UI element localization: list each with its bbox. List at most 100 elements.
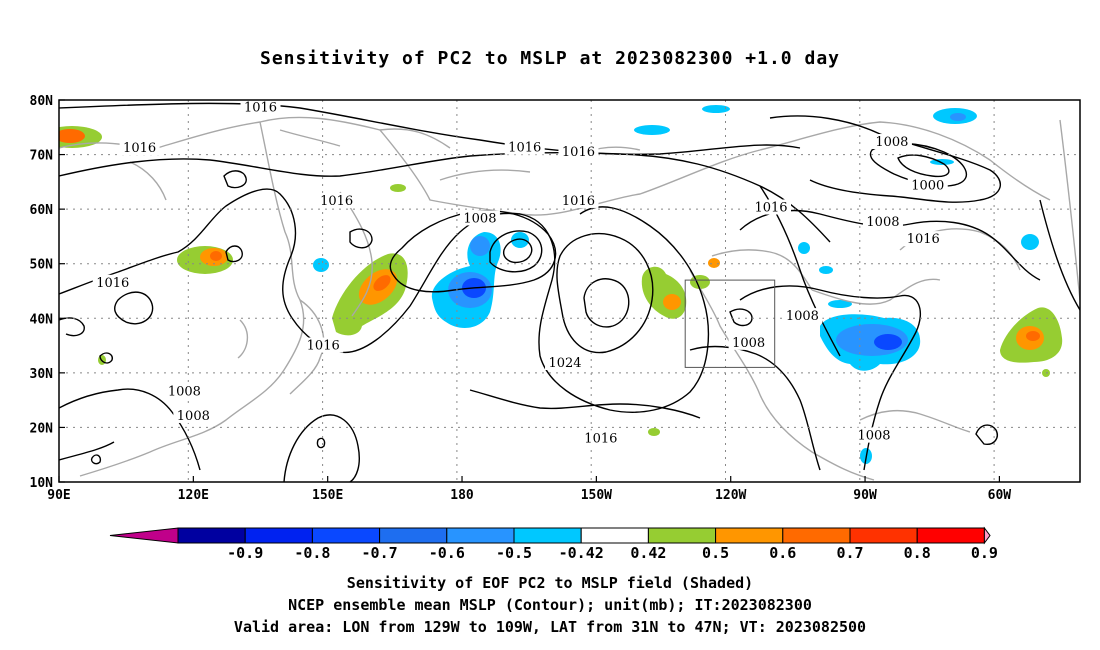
mslp-contours	[59, 102, 1080, 482]
positive-sensitivity-area	[648, 428, 660, 436]
contour-label-bg	[164, 383, 205, 399]
sensitivity-shading	[59, 105, 1063, 464]
negative-sensitivity-area	[828, 300, 852, 308]
contour-label: 1008	[875, 135, 908, 150]
longitude-axis: 90E 120E 150E 180 150W 120W 90W 60W	[47, 476, 1011, 503]
positive-sensitivity-area	[373, 275, 391, 291]
contour-label-bg	[854, 427, 895, 443]
contour-label-bg	[751, 199, 792, 215]
contour-label: 1024	[548, 356, 581, 371]
positive-sensitivity-area	[641, 266, 687, 319]
negative-sensitivity-area	[470, 236, 490, 256]
lon-tick-label: 180	[450, 488, 474, 503]
negative-sensitivity-area	[819, 266, 833, 274]
contour-label-bg	[580, 430, 621, 446]
colorbar-swatch	[580, 527, 649, 544]
contour-label: 1008	[463, 211, 496, 226]
positive-sensitivity-area	[708, 258, 720, 268]
colorbar-swatch	[244, 527, 313, 544]
positive-sensitivity-area	[1026, 331, 1040, 341]
positive-sensitivity-area	[390, 184, 406, 192]
valid-area-box	[684, 279, 776, 368]
contour-label: 1016	[584, 431, 617, 446]
graticule	[59, 100, 1080, 482]
negative-sensitivity-area	[930, 159, 954, 165]
colorbar-swatch	[177, 527, 246, 544]
contour-label: 1008	[168, 384, 201, 399]
contour-label-bg	[558, 143, 599, 159]
contour-label-bg	[545, 355, 586, 371]
positive-sensitivity-area	[210, 251, 222, 261]
contour-label: 1016	[754, 201, 787, 216]
contour-label: 1008	[857, 429, 890, 444]
colorbar-swatch	[311, 527, 381, 544]
negative-sensitivity-area	[511, 232, 529, 248]
contour-label: 1008	[177, 409, 210, 424]
contour-label-bg	[119, 140, 160, 156]
latitude-axis: 80N 70N 60N 50N 40N 30N 20N 10N	[30, 94, 65, 491]
caption-line-shaded: Sensitivity of EOF PC2 to MSLP field (Sh…	[346, 574, 754, 592]
negative-sensitivity-area	[702, 105, 730, 113]
contour-label: 1000	[911, 179, 944, 194]
plot-frame	[58, 99, 1081, 483]
colorbar-label: 0.42	[630, 544, 666, 562]
contour-label: 1016	[562, 194, 595, 209]
colorbar-label: 0.7	[836, 544, 863, 562]
contour-label-bg	[871, 134, 912, 150]
lon-tick-label: 90W	[853, 488, 877, 503]
caption-line-valid-area: Valid area: LON from 129W to 109W, LAT f…	[233, 618, 867, 636]
caption-block: Sensitivity of EOF PC2 to MSLP field (Sh…	[0, 572, 1100, 638]
colorbar-swatch	[379, 527, 448, 544]
colorbar-label: 0.9	[971, 544, 998, 562]
lon-tick-label: 150E	[312, 488, 343, 503]
lat-tick-label: 70N	[30, 149, 54, 164]
colorbar-swatch	[647, 527, 717, 544]
positive-sensitivity-area	[663, 294, 681, 310]
contour-label-bg	[862, 214, 903, 230]
negative-sensitivity-area	[1021, 234, 1039, 250]
negative-sensitivity-area	[874, 334, 902, 350]
contour-label: 1016	[320, 194, 353, 209]
lat-tick-label: 80N	[30, 94, 54, 109]
contour-label-bg	[173, 407, 214, 423]
negative-sensitivity-area	[313, 258, 329, 272]
colorbar-swatch	[849, 527, 918, 544]
contour-label: 1016	[307, 339, 340, 354]
contour-label: 1016	[96, 276, 129, 291]
lat-tick-label: 50N	[30, 258, 54, 273]
lon-tick-label: 150W	[581, 488, 612, 503]
coastlines	[59, 116, 1080, 481]
colorbar-high-end	[983, 526, 991, 545]
contour-label: 1008	[732, 336, 765, 351]
colorbar-label: 0.8	[904, 544, 931, 562]
contour-label: 1016	[123, 141, 156, 156]
colorbar-swatch	[782, 527, 851, 544]
contour-labels: 1016 1016 1016 1016 1016 1016 1016 1016 1016 1016…	[92, 100, 948, 446]
colorbar-swatch	[446, 527, 515, 544]
colorbar-swatch	[715, 527, 784, 544]
contour-label: 1016	[508, 140, 541, 155]
contour-label-bg	[92, 274, 133, 290]
lat-tick-label: 20N	[30, 421, 54, 436]
negative-sensitivity-area	[950, 113, 966, 121]
colorbar-label: -0.7	[362, 544, 398, 562]
contour-label-bg	[504, 139, 545, 155]
contour-label: 1016	[244, 101, 277, 116]
chart-title: Sensitivity of PC2 to MSLP at 2023082300…	[259, 48, 840, 69]
colorbar-label: -0.8	[294, 544, 330, 562]
negative-sensitivity-area	[798, 242, 810, 254]
contour-label: 1008	[866, 215, 899, 230]
colorbar-label: -0.5	[496, 544, 532, 562]
lat-tick-label: 30N	[30, 367, 54, 382]
contour-label-bg	[459, 210, 500, 226]
contour-label-bg	[303, 337, 344, 353]
contour-label: 1016	[562, 145, 595, 160]
lat-tick-label: 10N	[30, 476, 54, 491]
contour-label-bg	[558, 192, 599, 208]
contour-label-bg	[907, 177, 948, 193]
colorbar-label: -0.9	[227, 544, 263, 562]
colorbar-low-end	[109, 527, 179, 544]
colorbar-label: -0.42	[559, 544, 604, 562]
lon-tick-label: 120W	[715, 488, 746, 503]
